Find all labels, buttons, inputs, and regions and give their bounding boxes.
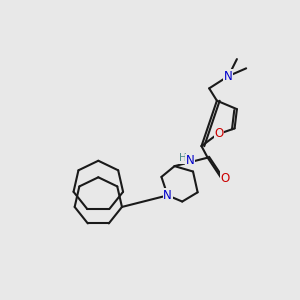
Text: O: O xyxy=(214,127,224,140)
Text: H: H xyxy=(179,153,187,164)
Text: N: N xyxy=(224,70,233,83)
Text: O: O xyxy=(220,172,230,185)
Text: N: N xyxy=(163,189,172,202)
Text: N: N xyxy=(186,154,194,167)
